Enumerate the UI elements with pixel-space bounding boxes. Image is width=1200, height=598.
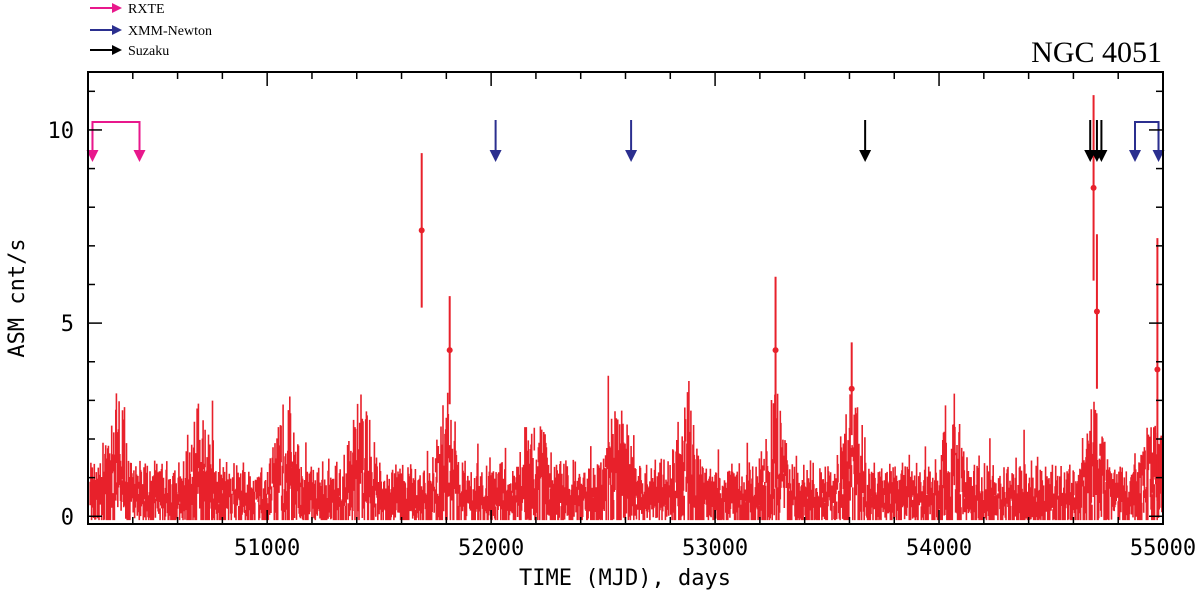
y-tick-label: 10 xyxy=(48,119,75,144)
obs-arrow-head xyxy=(859,150,872,162)
data-point xyxy=(1154,366,1161,373)
data-point xyxy=(446,347,453,354)
obs-arrow-head xyxy=(86,150,99,162)
obs-bracket xyxy=(91,121,141,158)
chart-title: NGC 4051 xyxy=(1031,36,1162,69)
obs-arrow-head xyxy=(625,150,638,162)
legend-arrow-head xyxy=(112,45,122,55)
obs-arrow-head xyxy=(1129,150,1142,162)
plot-data xyxy=(89,95,1163,521)
x-tick-label: 55000 xyxy=(1130,536,1196,561)
legend-label: Suzaku xyxy=(128,44,169,59)
obs-arrow-head xyxy=(489,150,502,162)
data-point xyxy=(848,385,855,392)
data-point xyxy=(1093,308,1100,315)
data-point xyxy=(772,347,779,354)
y-tick-label: 0 xyxy=(61,505,74,530)
axes: 51000 52000 53000 54000 55000 0 5 10 xyxy=(48,72,1196,561)
error-bars xyxy=(89,375,1163,521)
x-axis-title: TIME (MJD), days xyxy=(519,566,731,591)
x-tick-label: 52000 xyxy=(458,536,524,561)
x-tick-label: 53000 xyxy=(682,536,748,561)
x-tick-label: 54000 xyxy=(906,536,972,561)
x-tick-label: 51000 xyxy=(234,536,300,561)
legend-arrow-head xyxy=(112,25,122,35)
y-tick-label: 5 xyxy=(61,312,74,337)
observation-markers xyxy=(86,120,1165,162)
data-point xyxy=(418,227,425,234)
legend-arrow-head xyxy=(112,3,122,13)
y-axis-title: ASM cnt/s xyxy=(5,238,30,357)
legend: RXTE XMM-Newton Suzaku xyxy=(90,2,212,59)
legend-label: RXTE xyxy=(128,2,165,17)
obs-arrow-head xyxy=(1095,150,1108,162)
data-point xyxy=(1090,184,1097,191)
obs-arrow-head xyxy=(133,150,146,162)
legend-label: XMM-Newton xyxy=(128,24,212,39)
obs-arrow-head xyxy=(1152,150,1165,162)
